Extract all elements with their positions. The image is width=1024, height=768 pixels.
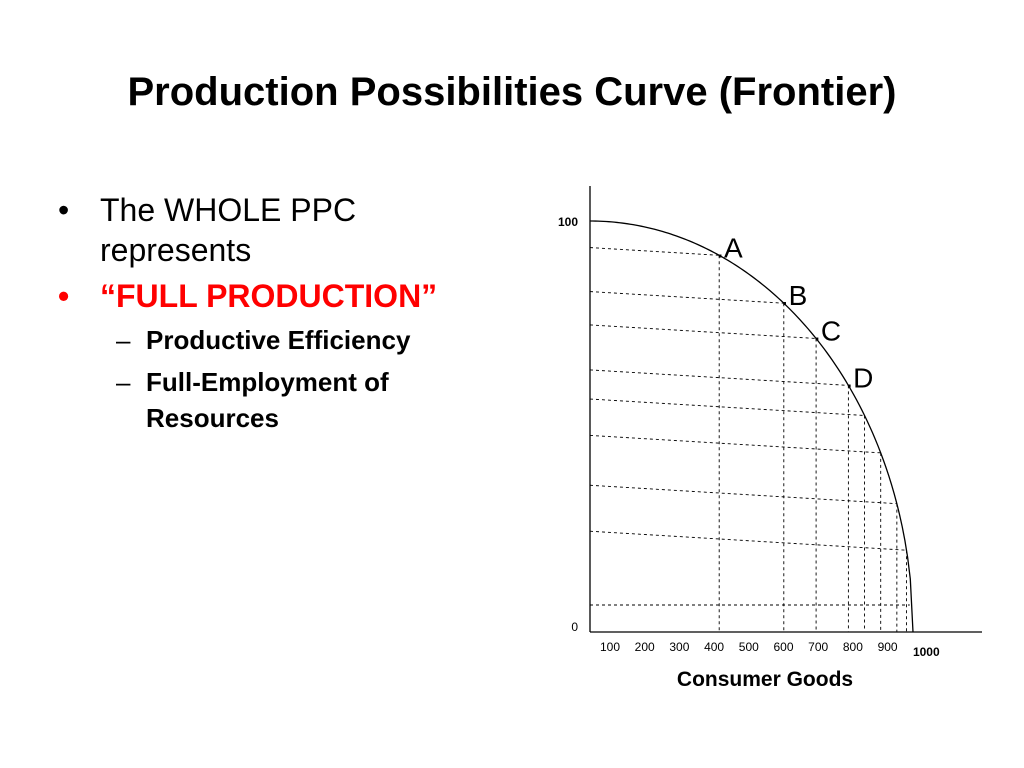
x-tick-label: 700	[808, 640, 828, 654]
horizontal-guide-line	[589, 291, 784, 304]
y-tick-label: 100	[558, 215, 578, 229]
x-tick-label: 800	[843, 640, 863, 654]
sub-bullet-text: Full-Employment of Resources	[146, 367, 389, 433]
x-tick-label: 900	[878, 640, 898, 654]
bullet-full-production: • “FULL PRODUCTION”	[58, 276, 508, 316]
bullet-marker: •	[58, 192, 70, 228]
bullet-text: “FULL PRODUCTION”	[100, 278, 438, 314]
sub-bullet-marker: –	[116, 325, 131, 355]
slide-title: Production Possibilities Curve (Frontier…	[127, 70, 897, 114]
horizontal-guide-line	[589, 324, 817, 339]
horizontal-guide-line	[589, 530, 907, 551]
sub-bullet-full-employment: – Full-Employment of Resources	[58, 364, 508, 436]
bullet-marker: •	[58, 278, 70, 314]
ppc-curve	[589, 220, 914, 633]
x-tick-label: 400	[704, 640, 724, 654]
horizontal-guide-line	[589, 369, 849, 386]
sub-bullet-marker: –	[116, 367, 131, 397]
point-label-a: .A	[716, 232, 743, 263]
y-tick-label: 0	[571, 620, 578, 634]
bullet-ppc-represents: • The WHOLE PPC represents	[58, 190, 508, 270]
sub-bullet-productive-efficiency: – Productive Efficiency	[58, 322, 508, 358]
x-tick-label: 600	[773, 640, 793, 654]
point-label-c: .C	[813, 315, 841, 346]
x-tick-label: 200	[635, 640, 655, 654]
horizontal-guide-line	[589, 398, 865, 416]
horizontal-guide-line	[589, 484, 897, 505]
x-axis-label: Consumer Goods	[677, 668, 853, 691]
point-label-d: .D	[845, 362, 873, 393]
x-tick-label: 100	[600, 640, 620, 654]
point-label-b: .B	[781, 280, 807, 311]
bullet-text: The WHOLE PPC represents	[100, 192, 357, 268]
bullet-list: • The WHOLE PPC represents • “FULL PRODU…	[58, 190, 508, 442]
sub-bullet-text: Productive Efficiency	[146, 325, 411, 355]
horizontal-guide-line	[589, 247, 720, 256]
x-tick-label: 300	[669, 640, 689, 654]
x-tick-label: 1000	[913, 645, 940, 659]
horizontal-guide-line	[589, 434, 881, 454]
x-tick-label: 500	[739, 640, 759, 654]
